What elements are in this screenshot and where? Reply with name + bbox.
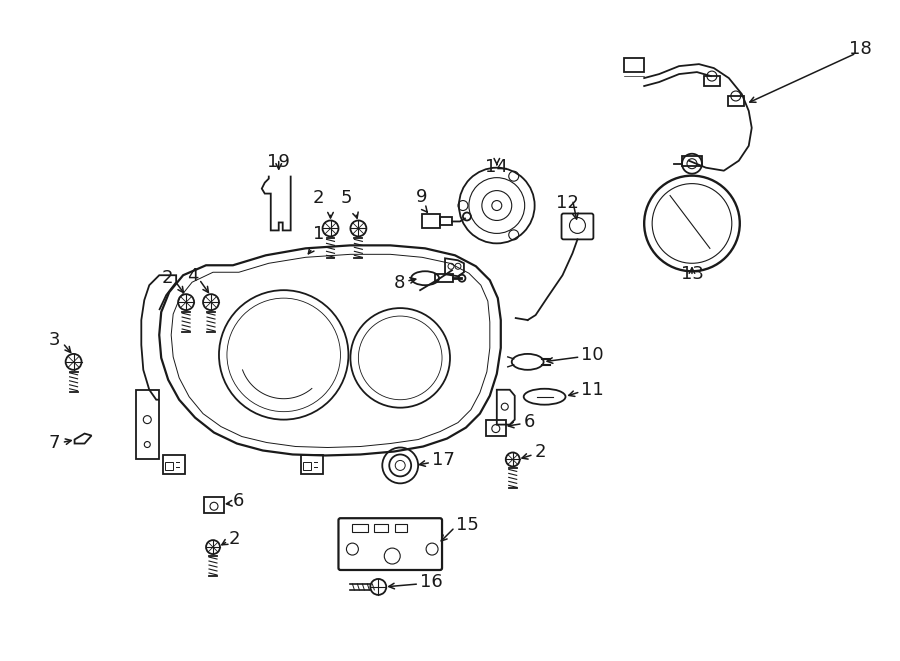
Bar [353, 524, 368, 532]
Text: 18: 18 [849, 40, 871, 58]
Text: 10: 10 [581, 346, 604, 364]
Text: 2: 2 [535, 444, 546, 461]
Text: 16: 16 [420, 573, 443, 591]
Text: 8: 8 [394, 274, 405, 292]
Bar [704, 76, 720, 86]
Bar [374, 524, 388, 532]
Text: 4: 4 [186, 267, 198, 286]
Text: 7: 7 [48, 434, 59, 451]
Bar [395, 524, 407, 532]
Bar [204, 497, 224, 513]
Text: 19: 19 [267, 153, 290, 171]
Bar [166, 463, 173, 471]
Text: 11: 11 [581, 381, 604, 399]
Bar [440, 217, 452, 225]
Text: 6: 6 [233, 492, 244, 510]
Text: 6: 6 [524, 412, 536, 430]
Text: 14: 14 [485, 158, 508, 176]
Bar [422, 214, 440, 229]
Text: 15: 15 [456, 516, 479, 534]
Bar [682, 156, 702, 166]
Text: 13: 13 [680, 265, 704, 283]
Bar [486, 420, 506, 436]
Text: 2: 2 [162, 269, 173, 288]
Text: 2: 2 [313, 188, 324, 206]
Bar [302, 463, 310, 471]
Text: 3: 3 [50, 331, 60, 349]
Text: 9: 9 [417, 188, 428, 206]
Text: 5: 5 [341, 188, 352, 206]
Text: 12: 12 [556, 194, 579, 212]
Text: 17: 17 [432, 451, 455, 469]
Text: 1: 1 [313, 225, 324, 243]
Bar [435, 274, 453, 282]
Bar [728, 96, 743, 106]
Bar [625, 58, 644, 72]
Text: 2: 2 [229, 530, 240, 548]
